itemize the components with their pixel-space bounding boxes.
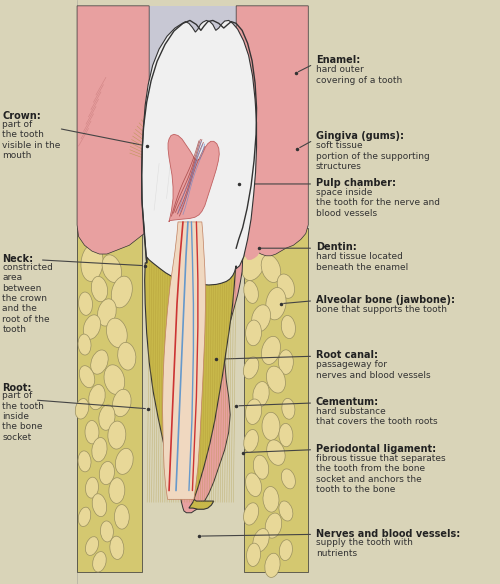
- Text: Neck:: Neck:: [2, 254, 34, 264]
- Ellipse shape: [109, 478, 125, 503]
- Ellipse shape: [78, 451, 91, 472]
- Ellipse shape: [244, 357, 259, 379]
- Ellipse shape: [244, 430, 258, 452]
- Text: Nerves and blood vessels:: Nerves and blood vessels:: [316, 529, 460, 538]
- Text: Gingiva (gums):: Gingiva (gums):: [316, 131, 404, 141]
- Text: space inside
the tooth for the nerve and
blood vessels: space inside the tooth for the nerve and…: [316, 188, 440, 218]
- Ellipse shape: [246, 473, 262, 496]
- Ellipse shape: [244, 281, 258, 303]
- Text: Enamel:: Enamel:: [316, 55, 360, 65]
- Ellipse shape: [92, 551, 106, 572]
- Ellipse shape: [261, 255, 280, 283]
- Ellipse shape: [246, 320, 262, 346]
- Text: Crown:: Crown:: [2, 111, 41, 121]
- Text: part of
the tooth
visible in the
mouth: part of the tooth visible in the mouth: [2, 120, 61, 160]
- Ellipse shape: [92, 437, 107, 462]
- Ellipse shape: [76, 398, 89, 419]
- Ellipse shape: [112, 390, 131, 416]
- Ellipse shape: [108, 421, 126, 449]
- Ellipse shape: [246, 399, 262, 425]
- Ellipse shape: [266, 366, 285, 393]
- Ellipse shape: [88, 384, 105, 410]
- Ellipse shape: [282, 469, 296, 489]
- Ellipse shape: [81, 244, 103, 281]
- Ellipse shape: [265, 513, 281, 538]
- Ellipse shape: [262, 336, 280, 364]
- Text: part of
the tooth
inside
the bone
socket: part of the tooth inside the bone socket: [2, 391, 44, 442]
- Ellipse shape: [86, 537, 98, 555]
- Ellipse shape: [92, 493, 106, 517]
- Ellipse shape: [78, 334, 91, 355]
- Ellipse shape: [114, 505, 130, 529]
- Ellipse shape: [104, 365, 124, 394]
- Ellipse shape: [280, 540, 292, 561]
- Ellipse shape: [278, 350, 293, 374]
- Ellipse shape: [98, 299, 116, 326]
- Polygon shape: [146, 228, 242, 513]
- Ellipse shape: [92, 276, 108, 302]
- Ellipse shape: [78, 292, 92, 315]
- Ellipse shape: [118, 342, 136, 370]
- Text: Alveolar bone (jawbone):: Alveolar bone (jawbone):: [316, 295, 454, 305]
- Ellipse shape: [102, 255, 122, 283]
- Polygon shape: [236, 6, 308, 256]
- Text: hard substance
that covers the tooth roots: hard substance that covers the tooth roo…: [316, 407, 438, 426]
- Ellipse shape: [253, 381, 269, 407]
- Ellipse shape: [112, 276, 132, 308]
- Polygon shape: [162, 222, 206, 499]
- Ellipse shape: [242, 245, 266, 280]
- Text: Root:: Root:: [2, 383, 32, 392]
- Text: supply the tooth with
nutrients: supply the tooth with nutrients: [316, 538, 412, 558]
- Ellipse shape: [99, 405, 115, 430]
- Ellipse shape: [78, 507, 91, 527]
- Polygon shape: [244, 228, 308, 572]
- Ellipse shape: [277, 274, 294, 298]
- Text: bone that supports the tooth: bone that supports the tooth: [316, 305, 446, 314]
- Text: constricted
area
between
the crown
and the
root of the
tooth: constricted area between the crown and t…: [2, 263, 54, 334]
- Polygon shape: [77, 228, 142, 572]
- Text: hard outer
covering of a tooth: hard outer covering of a tooth: [316, 65, 402, 85]
- Polygon shape: [77, 6, 149, 254]
- Ellipse shape: [116, 449, 133, 474]
- Polygon shape: [87, 6, 308, 234]
- Text: Pulp chamber:: Pulp chamber:: [316, 178, 396, 188]
- Text: fibrous tissue that separates
the tooth from the bone
socket and anchors the
too: fibrous tissue that separates the tooth …: [316, 454, 446, 494]
- Ellipse shape: [85, 420, 99, 444]
- Text: Dentin:: Dentin:: [316, 242, 356, 252]
- Ellipse shape: [263, 486, 279, 512]
- Ellipse shape: [279, 423, 293, 447]
- Polygon shape: [168, 134, 220, 222]
- Text: soft tissue
portion of the supporting
structures: soft tissue portion of the supporting st…: [316, 141, 430, 171]
- Text: Root canal:: Root canal:: [316, 350, 378, 360]
- Text: Periodontal ligament:: Periodontal ligament:: [316, 444, 436, 454]
- Ellipse shape: [244, 503, 258, 525]
- Ellipse shape: [266, 287, 286, 320]
- Ellipse shape: [282, 398, 295, 419]
- Polygon shape: [142, 20, 256, 285]
- Ellipse shape: [265, 553, 280, 578]
- Text: passageway for
nerves and blood vessels: passageway for nerves and blood vessels: [316, 360, 430, 380]
- Text: hard tissue located
beneath the enamel: hard tissue located beneath the enamel: [316, 252, 408, 272]
- Ellipse shape: [252, 305, 270, 332]
- Ellipse shape: [100, 521, 114, 542]
- Ellipse shape: [80, 366, 94, 388]
- Text: Cementum:: Cementum:: [316, 397, 379, 407]
- Ellipse shape: [253, 529, 269, 552]
- Ellipse shape: [110, 536, 124, 559]
- Ellipse shape: [262, 412, 280, 440]
- Polygon shape: [144, 44, 238, 509]
- Ellipse shape: [282, 315, 296, 339]
- Ellipse shape: [266, 440, 285, 465]
- Ellipse shape: [90, 350, 108, 374]
- Ellipse shape: [254, 455, 269, 479]
- Polygon shape: [244, 222, 260, 260]
- Ellipse shape: [84, 315, 100, 339]
- Ellipse shape: [279, 501, 293, 521]
- Ellipse shape: [100, 461, 114, 485]
- Ellipse shape: [86, 477, 98, 498]
- Ellipse shape: [106, 318, 128, 347]
- Ellipse shape: [246, 543, 260, 566]
